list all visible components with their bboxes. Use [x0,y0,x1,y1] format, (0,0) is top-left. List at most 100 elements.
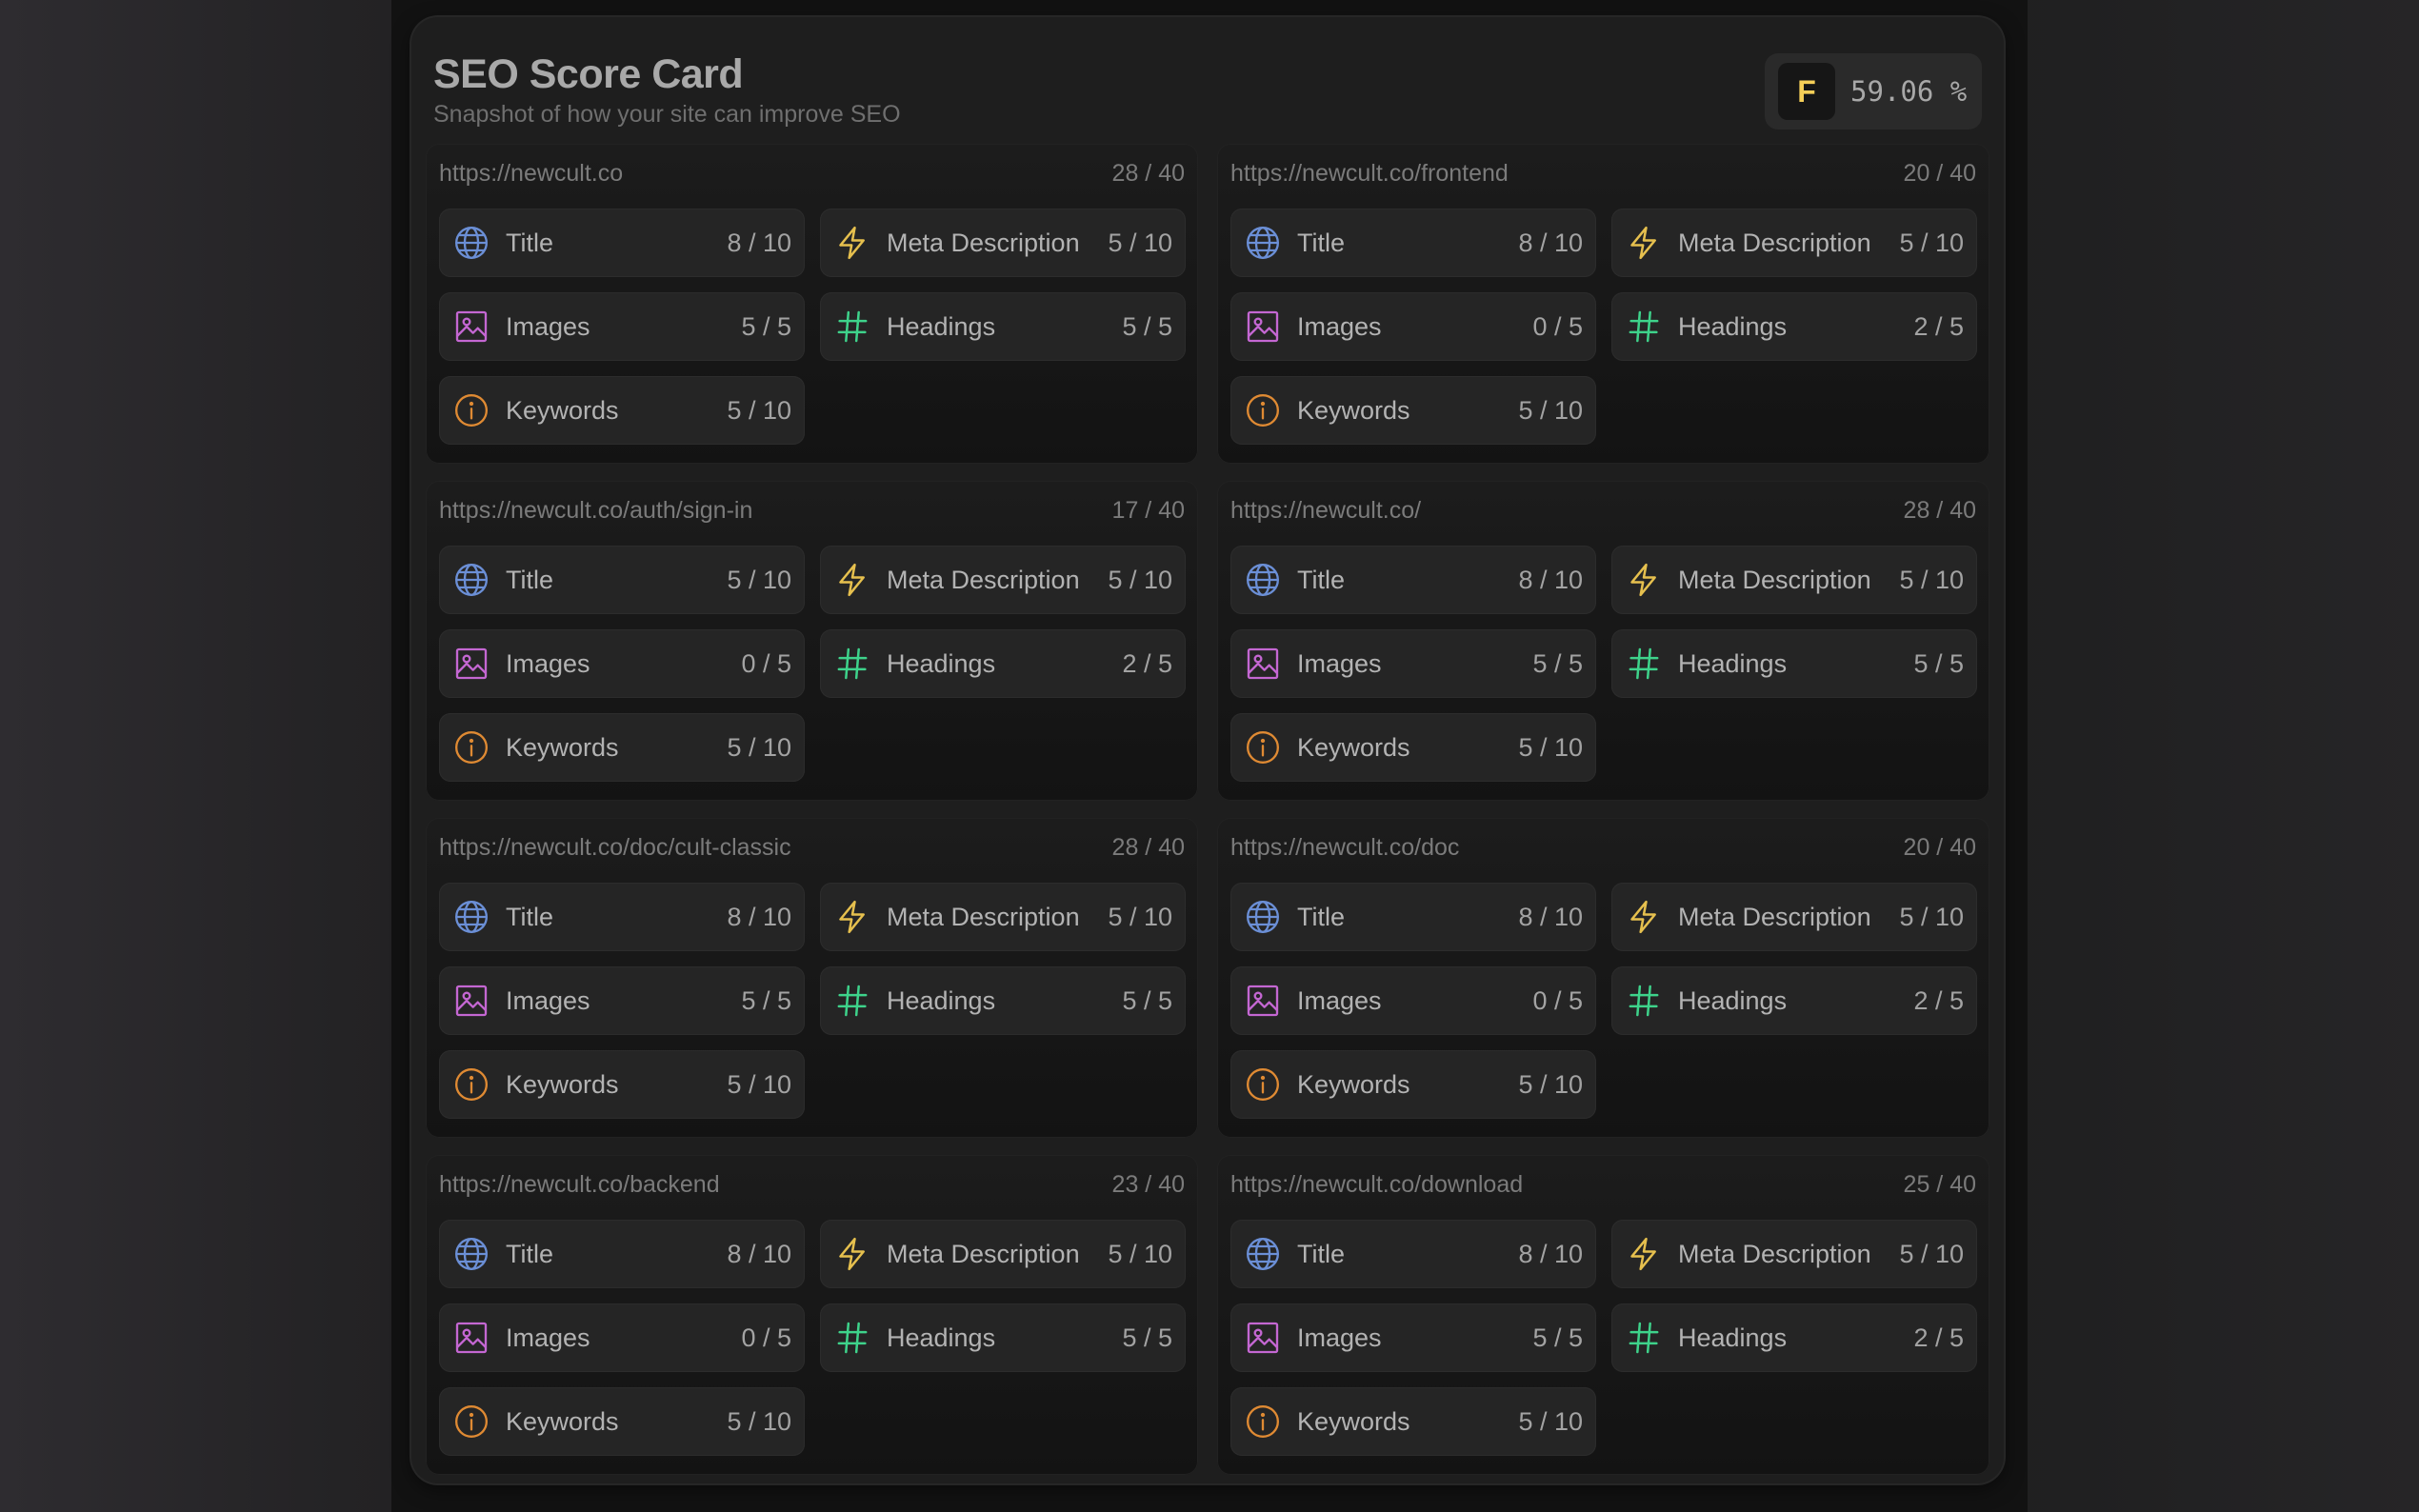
metric-title: Title 5 / 10 [439,546,805,614]
metric-label: Title [1297,1240,1346,1268]
metric-keywords: Keywords 5 / 10 [439,713,805,782]
metric-label: Meta Description [1678,1240,1871,1268]
metric-keywords: Keywords 5 / 10 [439,1050,805,1119]
metric-score: 5 / 5 [1532,1323,1583,1352]
page-result-card: https://newcult.co/frontend 20 / 40 Titl… [1217,144,1989,464]
page-title: SEO Score Card [433,51,744,97]
page-url: https://newcult.co/frontend [1230,160,1509,187]
metric-headings: Headings 2 / 5 [1611,1303,1977,1372]
page-url: https://newcult.co/doc [1230,834,1460,861]
metric-meta-description: Meta Description 5 / 10 [820,883,1186,951]
image-icon [452,308,490,346]
metric-score: 5 / 5 [1122,312,1172,341]
page-total-score: 17 / 40 [1111,497,1185,524]
image-icon [452,982,490,1020]
metric-label: Headings [887,649,996,678]
metric-label: Images [1297,649,1382,678]
hash-icon [1625,308,1663,346]
metric-label: Title [1297,229,1346,257]
metric-label: Keywords [506,733,619,762]
metric-score: 5 / 10 [727,566,791,594]
metric-title: Title 8 / 10 [439,1220,805,1288]
metric-score: 5 / 10 [1108,229,1172,257]
metric-images: Images 5 / 5 [1230,1303,1596,1372]
metric-score: 8 / 10 [1518,229,1583,257]
metric-images: Images 0 / 5 [439,629,805,698]
info-icon [1244,1403,1282,1441]
lightning-icon [833,898,871,936]
info-icon [452,1065,490,1104]
page-results-grid: https://newcult.co 28 / 40 Title 8 / 10 … [426,144,1989,1475]
metric-headings: Headings 5 / 5 [820,292,1186,361]
metric-meta-description: Meta Description 5 / 10 [820,1220,1186,1288]
image-icon [452,645,490,683]
metric-label: Headings [1678,986,1788,1015]
globe-icon [452,1235,490,1273]
metric-meta-description: Meta Description 5 / 10 [1611,883,1977,951]
metric-score: 5 / 10 [727,1070,791,1099]
metric-label: Images [506,986,590,1015]
page-subtitle: Snapshot of how your site can improve SE… [433,101,901,128]
metric-label: Keywords [506,1407,619,1436]
metric-score: 5 / 10 [1899,229,1964,257]
metric-meta-description: Meta Description 5 / 10 [820,546,1186,614]
metric-score: 2 / 5 [1913,312,1964,341]
image-icon [452,1319,490,1357]
page-url: https://newcult.co/backend [439,1171,720,1198]
metric-label: Images [1297,986,1382,1015]
metric-score: 5 / 10 [1108,1240,1172,1268]
seo-score-card: SEO Score Card Snapshot of how your site… [411,17,2004,1483]
metric-label: Headings [1678,1323,1788,1352]
hash-icon [1625,982,1663,1020]
metric-meta-description: Meta Description 5 / 10 [820,209,1186,277]
metric-images: Images 5 / 5 [1230,629,1596,698]
info-icon [1244,391,1282,429]
metric-headings: Headings 5 / 5 [820,1303,1186,1372]
metric-score: 8 / 10 [727,1240,791,1268]
page-url: https://newcult.co/download [1230,1171,1524,1198]
page-result-card: https://newcult.co 28 / 40 Title 8 / 10 … [426,144,1198,464]
metric-label: Meta Description [887,903,1080,931]
page-url: https://newcult.co/auth/sign-in [439,497,753,524]
metric-keywords: Keywords 5 / 10 [439,1387,805,1456]
lightning-icon [1625,898,1663,936]
page-result-card: https://newcult.co/ 28 / 40 Title 8 / 10… [1217,481,1989,801]
page-result-card: https://newcult.co/backend 23 / 40 Title… [426,1155,1198,1475]
page-total-score: 28 / 40 [1111,160,1185,187]
metric-title: Title 8 / 10 [1230,1220,1596,1288]
metric-score: 5 / 10 [727,733,791,762]
metric-score: 8 / 10 [727,229,791,257]
metric-score: 0 / 5 [1532,986,1583,1015]
metric-score: 2 / 5 [1913,1323,1964,1352]
metric-label: Headings [887,312,996,341]
metric-score: 0 / 5 [741,1323,791,1352]
metric-score: 5 / 5 [1532,649,1583,678]
metric-label: Meta Description [887,229,1080,257]
metric-label: Title [506,903,554,931]
metric-score: 5 / 10 [727,396,791,425]
page-url: https://newcult.co/ [1230,497,1422,524]
metric-label: Images [506,649,590,678]
metric-label: Headings [887,986,996,1015]
hash-icon [833,982,871,1020]
metric-score: 5 / 10 [1518,396,1583,425]
metric-label: Keywords [506,396,619,425]
metric-label: Headings [1678,649,1788,678]
lightning-icon [1625,1235,1663,1273]
metric-meta-description: Meta Description 5 / 10 [1611,209,1977,277]
metric-score: 5 / 10 [1518,1407,1583,1436]
metric-images: Images 0 / 5 [1230,292,1596,361]
metric-headings: Headings 5 / 5 [820,966,1186,1035]
lightning-icon [1625,561,1663,599]
lightning-icon [833,1235,871,1273]
metric-label: Images [1297,1323,1382,1352]
hash-icon [833,645,871,683]
metric-score: 8 / 10 [727,903,791,931]
hash-icon [1625,1319,1663,1357]
image-icon [1244,1319,1282,1357]
metric-title: Title 8 / 10 [439,883,805,951]
globe-icon [452,224,490,262]
metric-label: Title [1297,903,1346,931]
metric-label: Meta Description [887,1240,1080,1268]
globe-icon [452,898,490,936]
